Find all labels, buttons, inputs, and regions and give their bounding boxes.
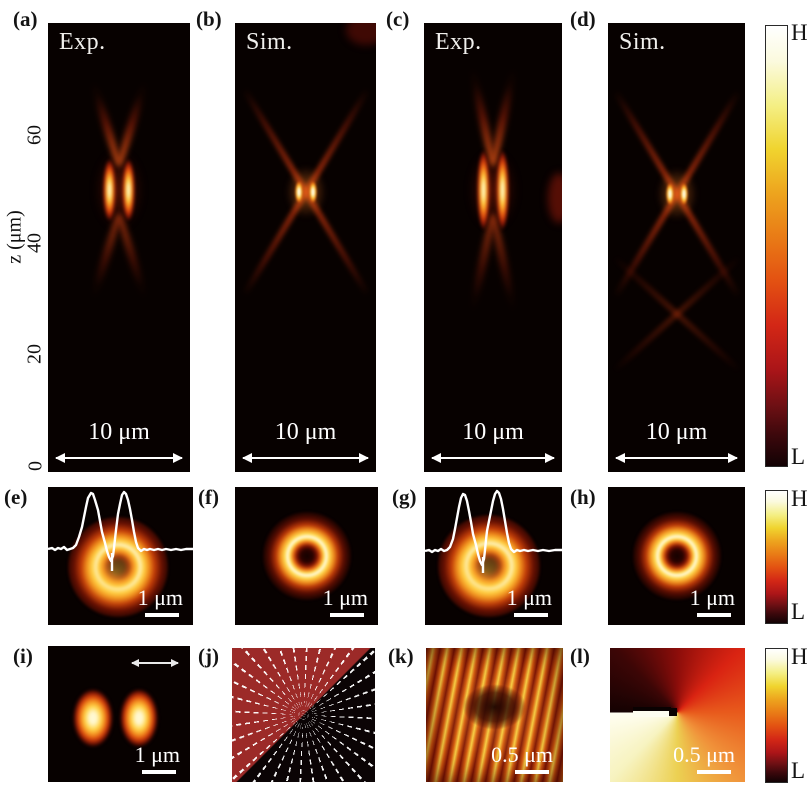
scale-bar (330, 613, 364, 617)
z-axis-tick-20: 20 (23, 344, 46, 364)
beam-lobe (73, 689, 114, 748)
beam-lobe (103, 159, 116, 221)
beam-lobe (308, 181, 317, 203)
scale-bar (142, 770, 176, 774)
background-haze (346, 23, 376, 45)
scale-text: 1 μm (689, 585, 735, 610)
panel-a-exp-propagation: Exp. 10 μm (48, 23, 190, 472)
scale-text: 0.5 μm (491, 742, 553, 767)
z-axis-tick-60: 60 (23, 125, 46, 145)
panel-e-exp-donut: 1 μm (48, 487, 193, 625)
beam-glow (656, 168, 697, 220)
vector-field-arrows (232, 648, 375, 782)
scale-text: 10 μm (274, 419, 337, 445)
scale-text: 1 μm (137, 585, 183, 610)
beam-glow (285, 166, 326, 218)
beam-lobe (665, 183, 674, 205)
scale-double-arrow (55, 453, 183, 463)
colorbar-middle-high-label: H (791, 486, 808, 511)
panel-i-two-lobes: 1 μm (48, 646, 190, 782)
donut-beam (67, 517, 168, 618)
panel-label-l: (l) (570, 644, 590, 668)
panel-a-annotation: Exp. (59, 29, 106, 55)
scale-double-arrow (242, 453, 369, 463)
panel-b-sim-propagation: Sim. 10 μm (235, 23, 376, 472)
panel-d-sim-propagation: Sim. 10 μm (608, 23, 745, 472)
scale-bar (697, 613, 731, 617)
panel-g-exp-donut: 1 μm (425, 487, 562, 625)
z-axis-tick-0: 0 (24, 461, 47, 471)
phase-branch-cut (632, 706, 671, 711)
panel-h-sim-donut: 1 μm (608, 487, 745, 625)
panel-label-b: (b) (196, 7, 222, 31)
scale-double-arrow (431, 453, 555, 463)
panel-c-exp-propagation: Exp. 10 μm (424, 23, 562, 472)
phase-branch-cut (669, 707, 678, 716)
scale-text: 1 μm (322, 585, 368, 610)
scale-bar (515, 770, 549, 774)
panel-f-sim-donut: 1 μm (235, 487, 378, 625)
scale-text: 1 μm (506, 585, 552, 610)
panel-label-k: (k) (388, 644, 414, 668)
scale-text: 1 μm (134, 742, 180, 767)
panel-label-g: (g) (392, 485, 417, 509)
beam-lobe (119, 689, 158, 748)
scale-bar (697, 770, 731, 774)
donut-beam (262, 512, 351, 600)
scale-bar (514, 613, 548, 617)
panel-d-annotation: Sim. (619, 29, 666, 55)
scale-bar (145, 613, 179, 617)
beam-lobe (294, 181, 303, 203)
colorbar-bottom-high-label: H (791, 644, 808, 669)
beam-lobe (496, 150, 509, 230)
colorbar-top (765, 25, 788, 467)
panel-l-phase-map: 0.5 μm (610, 648, 745, 782)
panel-label-j: (j) (198, 644, 219, 668)
colorbar-bottom (765, 648, 788, 783)
scale-double-arrow (615, 453, 738, 463)
polarization-double-arrow (131, 659, 179, 667)
donut-beam (632, 512, 721, 600)
colorbar-top-low-label: L (791, 444, 806, 469)
scale-text: 0.5 μm (673, 742, 735, 767)
colorbar-top-high-label: H (791, 20, 808, 45)
panel-label-e: (e) (4, 485, 28, 509)
z-axis-tick-40: 40 (23, 233, 46, 253)
intensity-profile (425, 489, 562, 573)
panel-k-interference-fringes: 0.5 μm (426, 648, 563, 782)
scale-text: 10 μm (88, 419, 150, 445)
colorbar-middle (765, 490, 788, 624)
beam-lobe (477, 150, 490, 230)
panel-label-c: (c) (386, 7, 410, 31)
panel-label-d: (d) (570, 7, 596, 31)
panel-label-h: (h) (570, 485, 596, 509)
panel-c-annotation: Exp. (435, 29, 482, 55)
scale-text: 10 μm (645, 419, 708, 445)
background-haze (548, 173, 562, 223)
phase-gradient (610, 648, 745, 782)
scale-text: 10 μm (462, 419, 524, 445)
panel-label-i: (i) (13, 644, 33, 668)
beam-lobe (679, 183, 688, 205)
intensity-profile (48, 490, 193, 571)
beam-lobe (122, 159, 135, 221)
panel-label-a: (a) (13, 7, 38, 31)
colorbar-middle-low-label: L (791, 599, 806, 624)
panel-b-annotation: Sim. (246, 29, 293, 55)
phase-branch-cut (632, 710, 670, 717)
panel-j-vector-field (232, 648, 375, 782)
panel-label-f: (f) (198, 485, 219, 509)
fringe-pattern (426, 648, 563, 782)
colorbar-bottom-low-label: L (791, 758, 806, 783)
